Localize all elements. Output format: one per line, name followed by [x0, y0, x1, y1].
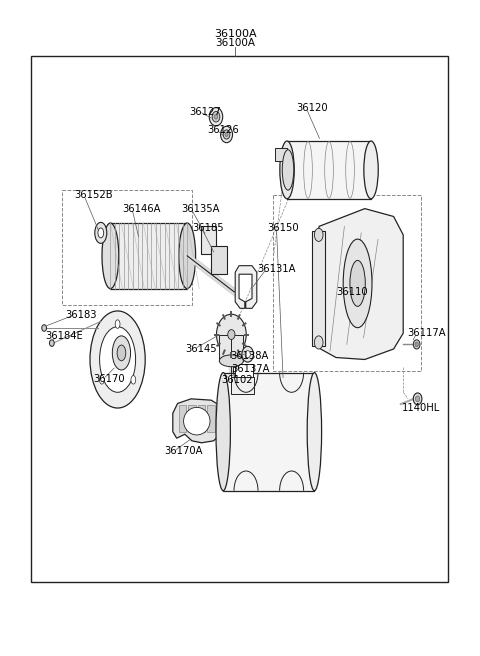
Ellipse shape: [364, 141, 378, 199]
Polygon shape: [313, 209, 403, 359]
Text: 36127: 36127: [190, 106, 221, 117]
Text: 36110: 36110: [336, 287, 368, 297]
Bar: [273, 195, 421, 371]
Polygon shape: [235, 266, 257, 308]
Polygon shape: [173, 399, 225, 443]
Ellipse shape: [280, 141, 294, 199]
Ellipse shape: [343, 239, 372, 328]
Ellipse shape: [413, 393, 422, 405]
Ellipse shape: [95, 222, 107, 243]
Bar: [231, 377, 254, 394]
Text: 1140HL: 1140HL: [402, 403, 441, 413]
Ellipse shape: [219, 355, 243, 367]
Ellipse shape: [112, 336, 131, 370]
Ellipse shape: [314, 336, 323, 349]
Ellipse shape: [307, 373, 322, 491]
Text: 36138A: 36138A: [230, 350, 269, 361]
Ellipse shape: [242, 346, 253, 362]
Bar: [275, 148, 287, 161]
Ellipse shape: [117, 345, 126, 361]
Text: 36152B: 36152B: [74, 190, 113, 201]
Text: 36102: 36102: [222, 375, 253, 386]
Bar: [219, 335, 243, 361]
Bar: [62, 190, 192, 305]
Ellipse shape: [228, 329, 235, 340]
Bar: [207, 405, 215, 432]
Ellipse shape: [49, 340, 54, 346]
Ellipse shape: [415, 396, 420, 401]
Ellipse shape: [221, 126, 232, 143]
Ellipse shape: [225, 133, 228, 136]
Text: 36120: 36120: [297, 103, 328, 113]
Ellipse shape: [223, 130, 230, 139]
Ellipse shape: [99, 375, 104, 384]
Bar: [287, 141, 371, 199]
Text: 36185: 36185: [192, 223, 224, 234]
Ellipse shape: [179, 223, 196, 289]
Text: 36135A: 36135A: [181, 203, 220, 214]
Text: 36117A: 36117A: [407, 328, 445, 338]
Text: 36170A: 36170A: [164, 446, 203, 457]
Ellipse shape: [282, 150, 294, 190]
Ellipse shape: [214, 114, 218, 119]
Bar: [188, 405, 196, 432]
Text: 36150: 36150: [267, 223, 299, 234]
Bar: [179, 405, 186, 432]
Ellipse shape: [314, 228, 323, 241]
Ellipse shape: [102, 223, 119, 289]
Text: 36184E: 36184E: [46, 331, 84, 341]
Bar: [31, 56, 448, 582]
Text: 36100A: 36100A: [214, 29, 256, 39]
Ellipse shape: [98, 228, 104, 238]
Bar: [110, 223, 187, 289]
Ellipse shape: [413, 340, 420, 349]
Ellipse shape: [350, 260, 365, 306]
Ellipse shape: [216, 373, 230, 491]
Ellipse shape: [42, 325, 47, 331]
Text: 36146A: 36146A: [122, 203, 161, 214]
Text: 36170: 36170: [94, 374, 125, 384]
Ellipse shape: [115, 320, 120, 329]
Text: 36126: 36126: [207, 125, 239, 135]
Bar: [201, 226, 216, 254]
Text: 36100A: 36100A: [215, 37, 255, 48]
Ellipse shape: [216, 314, 246, 355]
Ellipse shape: [209, 108, 223, 126]
Ellipse shape: [100, 327, 136, 392]
Text: 36137A: 36137A: [231, 363, 270, 374]
Bar: [223, 373, 314, 491]
Ellipse shape: [415, 342, 418, 346]
Text: 36145: 36145: [185, 344, 216, 354]
Bar: [312, 231, 325, 346]
Ellipse shape: [183, 407, 210, 435]
Ellipse shape: [90, 311, 145, 408]
Text: 36131A: 36131A: [257, 264, 295, 274]
Ellipse shape: [212, 112, 220, 122]
Ellipse shape: [245, 350, 251, 358]
Bar: [211, 246, 227, 274]
Bar: [198, 405, 205, 432]
Bar: [235, 364, 253, 379]
Ellipse shape: [131, 375, 136, 384]
Text: 36183: 36183: [65, 310, 96, 320]
